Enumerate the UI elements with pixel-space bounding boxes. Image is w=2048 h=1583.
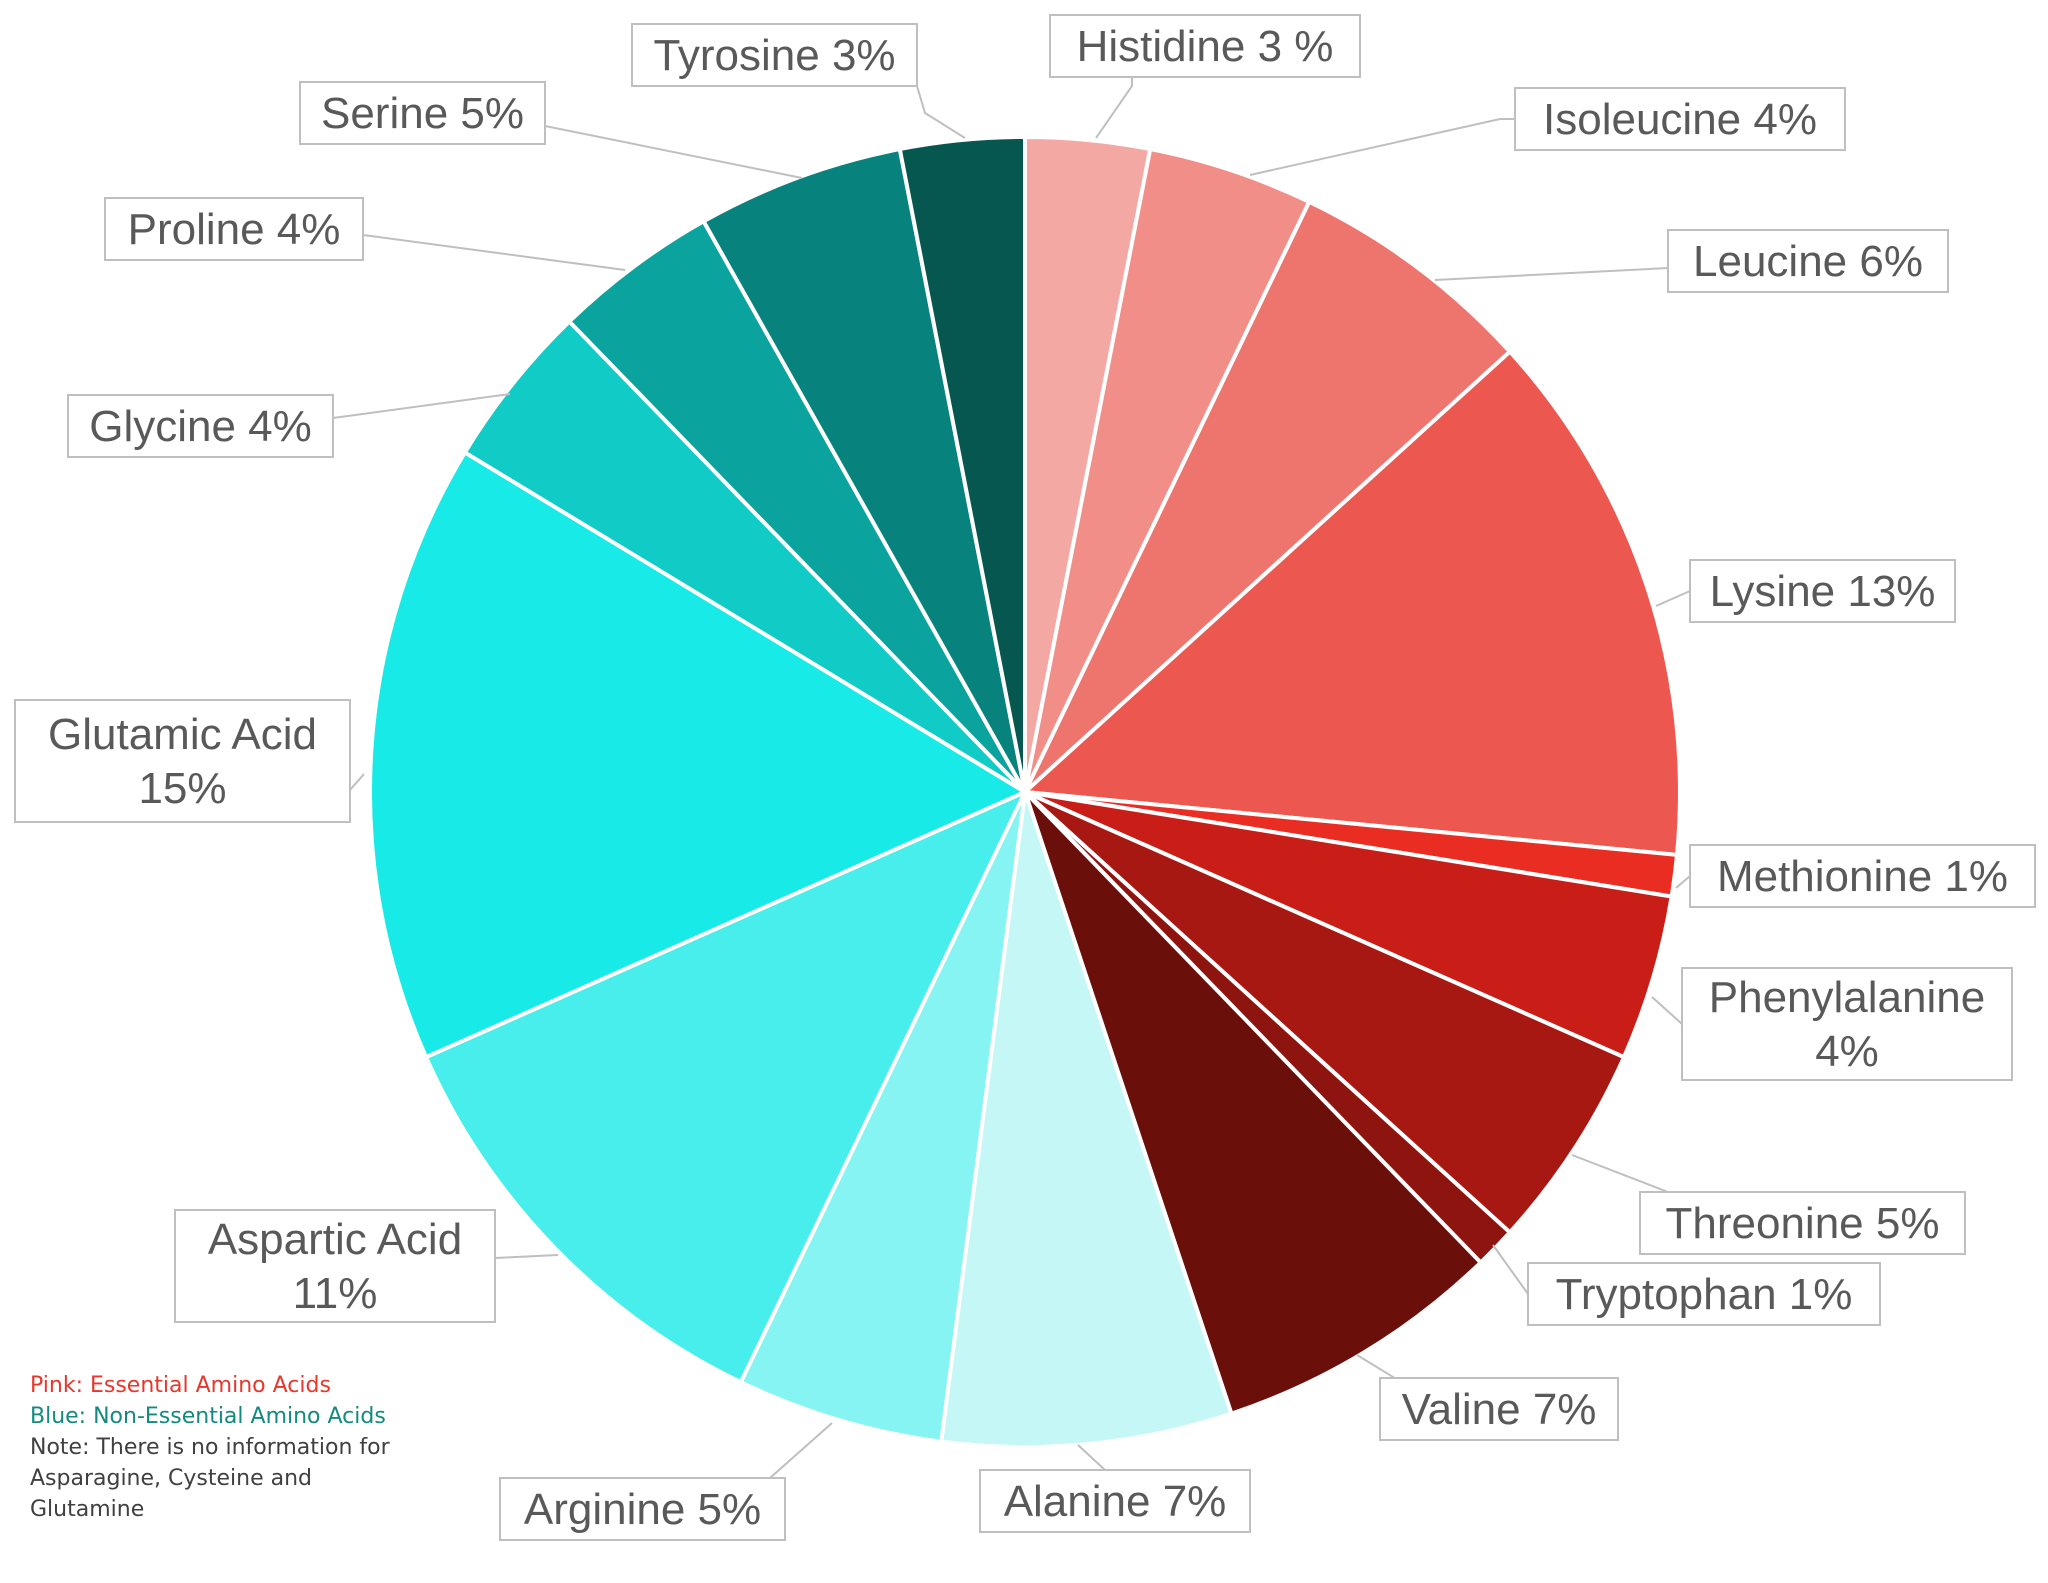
- leader-isoleucine: [1249, 118, 1515, 176]
- label-box: [299, 81, 546, 145]
- label-aspartic-acid: Aspartic Acid 11%: [174, 1209, 496, 1323]
- label-text: Serine 5%: [321, 89, 524, 138]
- slice-glutamic-acid: [367, 449, 1030, 1060]
- label-arginine: Arginine 5%: [499, 1477, 786, 1541]
- label-glycine: Glycine 4%: [67, 394, 334, 458]
- label-text: 15%: [138, 764, 226, 813]
- label-box: [1049, 14, 1361, 78]
- leader-arginine: [769, 1422, 833, 1479]
- label-box: [1689, 844, 2036, 908]
- label-box: [67, 394, 334, 458]
- label-box: [631, 23, 918, 87]
- label-serine: Serine 5%: [299, 81, 546, 145]
- pie-slices: [367, 134, 1682, 1449]
- label-box: [979, 1469, 1251, 1533]
- slice-threonine: [1023, 790, 1627, 1236]
- label-text: 11%: [293, 1269, 378, 1318]
- leader-tyrosine: [916, 85, 966, 139]
- label-box: [14, 699, 351, 823]
- leader-aspartic-acid: [494, 1254, 559, 1259]
- leader-methionine: [1675, 875, 1691, 889]
- leader-glycine: [332, 393, 511, 419]
- label-text: Threonine 5%: [1666, 1199, 1940, 1248]
- label-text: 4%: [1815, 1027, 1879, 1076]
- label-isoleucine: Isoleucine 4%: [1514, 87, 1846, 151]
- label-threonine: Threonine 5%: [1639, 1191, 1966, 1255]
- leader-valine: [1356, 1354, 1399, 1382]
- label-text: Alanine 7%: [1004, 1477, 1227, 1526]
- label-methionine: Methionine 1%: [1689, 844, 2036, 908]
- label-box: [104, 197, 364, 261]
- label-box: [1639, 1191, 1966, 1255]
- leader-alanine: [1077, 1444, 1106, 1471]
- leader-histidine: [1095, 77, 1133, 139]
- leader-phenylalanine: [1651, 996, 1683, 1025]
- label-box: [1514, 87, 1846, 151]
- label-tyrosine: Tyrosine 3%: [631, 23, 918, 87]
- label-text: Phenylalanine: [1709, 973, 1985, 1022]
- note-essential: Pink: Essential Amino Acids: [30, 1373, 331, 1398]
- label-text: Valine 7%: [1402, 1385, 1597, 1434]
- label-text: Tyrosine 3%: [653, 31, 895, 80]
- label-box: [1681, 967, 2013, 1081]
- label-text: Histidine 3 %: [1077, 22, 1334, 71]
- leader-leucine: [1434, 267, 1669, 281]
- label-tryptophan: Tryptophan 1%: [1527, 1262, 1881, 1326]
- label-text: Tryptophan 1%: [1556, 1270, 1853, 1319]
- leader-proline: [362, 234, 626, 271]
- label-box: [1689, 559, 1956, 623]
- label-text: Glutamic Acid: [48, 710, 317, 759]
- slice-arginine: [738, 791, 1027, 1444]
- label-box: [1379, 1377, 1619, 1441]
- label-phenylalanine: Phenylalanine 4%: [1681, 967, 2013, 1081]
- slice-aspartic-acid: [423, 787, 1030, 1385]
- label-text: Lysine 13%: [1710, 567, 1936, 616]
- slice-labels: Histidine 3 % Isoleucine 4% Leucine 6% Lysi…: [14, 14, 2036, 1541]
- label-leucine: Leucine 6%: [1667, 229, 1949, 293]
- label-histidine: Histidine 3 %: [1049, 14, 1361, 78]
- label-proline: Proline 4%: [104, 197, 364, 261]
- slice-lysine: [1020, 348, 1682, 858]
- label-text: Aspartic Acid: [208, 1215, 462, 1264]
- label-glutamic-acid: Glutamic Acid 15%: [14, 699, 351, 823]
- label-valine: Valine 7%: [1379, 1377, 1619, 1441]
- label-box: [1667, 229, 1949, 293]
- label-text: Isoleucine 4%: [1543, 95, 1817, 144]
- slice-leucine: [1023, 199, 1513, 794]
- label-text: Arginine 5%: [524, 1485, 761, 1534]
- leader-tryptophan: [1492, 1244, 1529, 1295]
- slice-alanine: [939, 791, 1234, 1449]
- leader-threonine: [1571, 1154, 1669, 1193]
- label-text: Methionine 1%: [1717, 852, 2008, 901]
- label-box: [174, 1209, 496, 1323]
- label-text: Proline 4%: [128, 205, 341, 254]
- slice-valine: [1023, 790, 1484, 1417]
- leader-serine: [544, 125, 803, 179]
- label-lysine: Lysine 13%: [1689, 559, 1956, 623]
- note-missing: Note: There is no information for Aspara…: [30, 1435, 390, 1522]
- slice-tyrosine: [897, 134, 1027, 793]
- label-box: [1527, 1262, 1881, 1326]
- leader-lysine: [1655, 590, 1691, 607]
- legend-notes: Pink: Essential Amino Acids Blue: Non-Es…: [30, 1370, 400, 1525]
- label-box: [499, 1477, 786, 1541]
- leader-lines: [332, 77, 1691, 1479]
- label-text: Glycine 4%: [89, 402, 312, 451]
- note-non-essential: Blue: Non-Essential Amino Acids: [30, 1404, 386, 1429]
- label-alanine: Alanine 7%: [979, 1469, 1251, 1533]
- label-text: Leucine 6%: [1693, 237, 1923, 286]
- leader-glutamic-acid: [349, 773, 365, 791]
